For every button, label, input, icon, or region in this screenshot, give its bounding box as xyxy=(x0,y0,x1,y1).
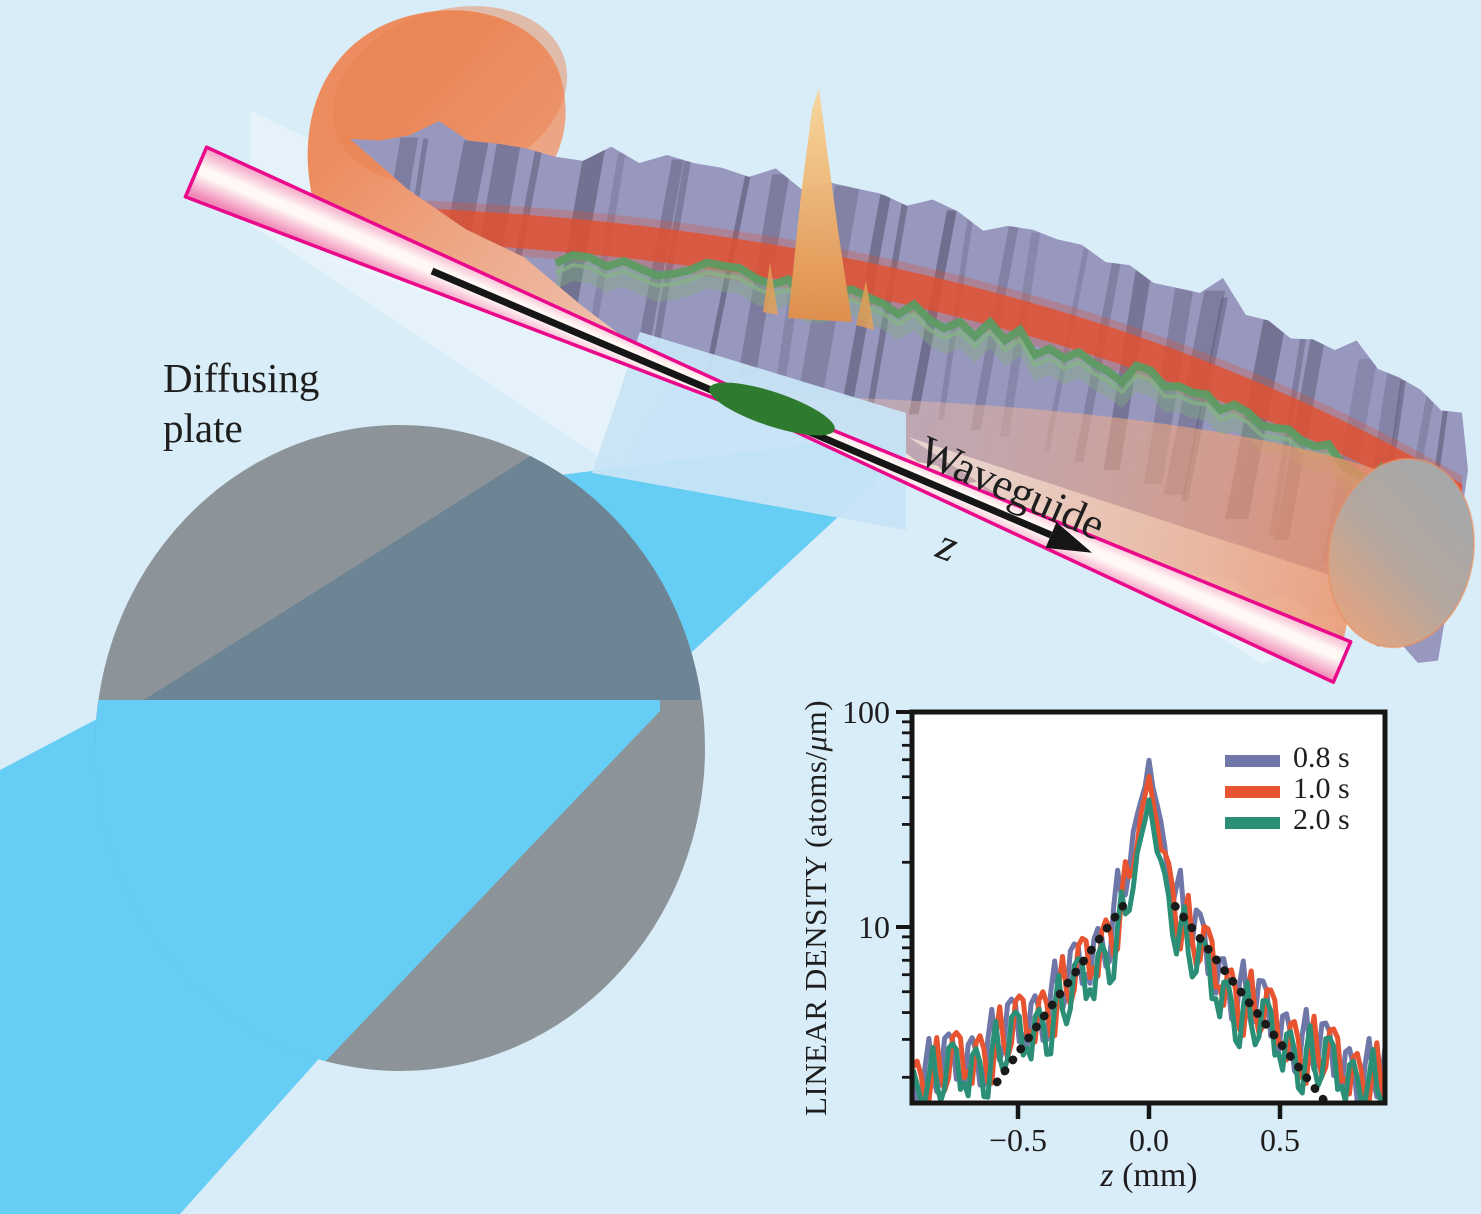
speckle-shadow-streak xyxy=(1074,257,1122,462)
speckle-shadow-streak xyxy=(867,199,909,404)
density-curve-0.8s xyxy=(914,757,1383,1101)
z-axis-arrow-head xyxy=(1045,522,1092,553)
density-curve-1.0s xyxy=(914,774,1383,1101)
chart-curves xyxy=(914,757,1383,1101)
y-tick-label: 10 xyxy=(858,909,890,945)
density-ridge-line xyxy=(554,250,1444,515)
laser-cylinder-end-cap xyxy=(1327,457,1475,649)
legend-label-2.0s: 2.0 s xyxy=(1293,803,1350,836)
z-axis-label: z xyxy=(929,517,965,571)
y-axis-title: LINEAR DENSITY (atoms/μm) xyxy=(798,700,833,1116)
chart-frame xyxy=(909,709,1388,1106)
beam-through-plate-shadow xyxy=(95,450,700,737)
density-peak-side-spike xyxy=(763,262,778,315)
density-peak xyxy=(788,88,852,322)
density-ridge-fill xyxy=(555,255,1444,538)
density-peak-side-spike xyxy=(856,280,874,330)
diffusing-plate-label: Diffusing plate xyxy=(163,355,330,451)
exponential-fit-line xyxy=(1170,901,1329,1101)
legend-swatch-2.0s xyxy=(1225,817,1280,829)
y-tick-label: 100 xyxy=(842,694,890,730)
speckle-shadow-streak xyxy=(1043,248,1089,453)
speckle-shadow-streak xyxy=(704,170,752,375)
laser-cylinder-right xyxy=(766,396,1378,648)
chart-tick-labels: 100 10 −0.5 0.0 0.5 xyxy=(842,694,1300,1158)
x-tick-label: −0.5 xyxy=(989,1122,1047,1158)
speckle-shadow-streak xyxy=(908,210,957,415)
exponential-fit-line xyxy=(992,901,1128,1087)
speckle-shadow-streak xyxy=(938,215,974,420)
beam-in-front-of-plate xyxy=(95,700,660,1071)
density-curve-2.0s xyxy=(914,797,1383,1101)
legend-label-0.8s: 0.8 s xyxy=(1293,741,1350,774)
x-tick-label: 0.5 xyxy=(1260,1122,1300,1158)
legend-swatch-0.8s xyxy=(1225,755,1280,767)
x-axis-title: z (mm) xyxy=(1099,1157,1197,1194)
chart-legend: 0.8 s 1.0 s 2.0 s xyxy=(1225,741,1350,836)
legend-label-1.0s: 1.0 s xyxy=(1293,772,1350,805)
x-tick-label: 0.0 xyxy=(1129,1122,1169,1158)
density-chart: 100 10 −0.5 0.0 0.5 LINEAR DENSITY (atoms/μm… xyxy=(798,694,1388,1194)
legend-swatch-1.0s xyxy=(1225,786,1280,798)
atom-cloud-bec xyxy=(709,382,835,436)
